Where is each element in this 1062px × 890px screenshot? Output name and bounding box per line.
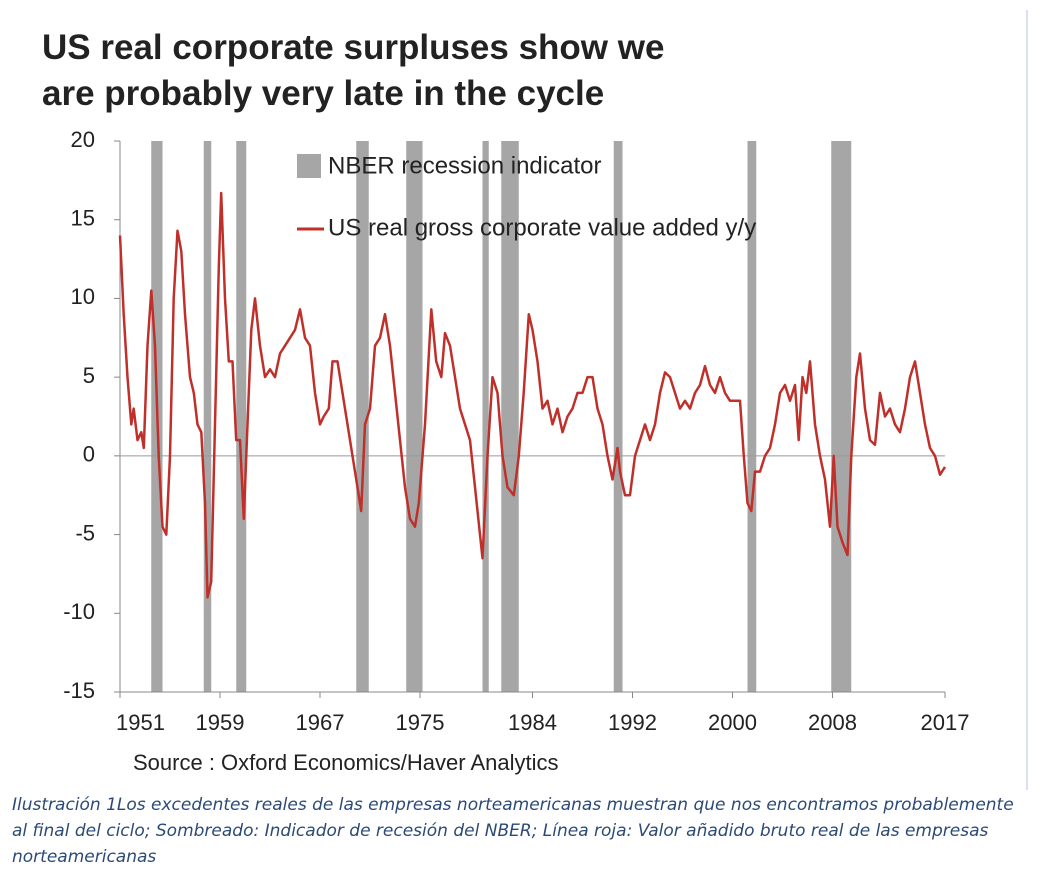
source: Source : Oxford Economics/Haver Analytic… <box>133 750 559 775</box>
recession-bar <box>747 141 757 692</box>
legend-label: NBER recession indicator <box>328 152 601 179</box>
y-tick-label: -5 <box>75 520 95 545</box>
x-tick-label: 1992 <box>608 710 657 735</box>
recession-bar <box>203 141 212 692</box>
recession-bar <box>613 141 623 692</box>
y-tick-label: 5 <box>83 363 95 388</box>
x-tick-label: 1975 <box>396 710 445 735</box>
x-tick-label: 1959 <box>196 710 245 735</box>
x-tick-label: 1984 <box>508 710 557 735</box>
y-tick-label: -10 <box>63 599 95 624</box>
recession-bar <box>501 141 519 692</box>
legend-swatch <box>297 154 321 178</box>
x-tick-label: 1967 <box>296 710 345 735</box>
x-tick-label: 2000 <box>708 710 757 735</box>
y-tick-label: 15 <box>71 206 95 231</box>
recession-bar <box>236 141 247 692</box>
x-tick-label: 2017 <box>921 710 970 735</box>
chart-title: US real corporate surpluses show we are p… <box>42 28 664 113</box>
y-tick-label: 0 <box>83 442 95 467</box>
x-tick-label: 2008 <box>808 710 857 735</box>
caption: Ilustración 1Los excedentes reales de la… <box>12 795 1014 867</box>
y-tick-label: -15 <box>63 678 95 703</box>
recession-bar <box>831 141 852 692</box>
data-line <box>118 191 947 599</box>
recession-bar <box>356 141 369 692</box>
x-tick-label: 1951 <box>116 710 165 735</box>
y-tick-label: 20 <box>71 127 95 152</box>
legend-label: US real gross corporate value added y/y <box>328 214 756 241</box>
recession-bar <box>482 141 489 692</box>
recession-bar <box>406 141 423 692</box>
y-tick-label: 10 <box>71 284 95 309</box>
